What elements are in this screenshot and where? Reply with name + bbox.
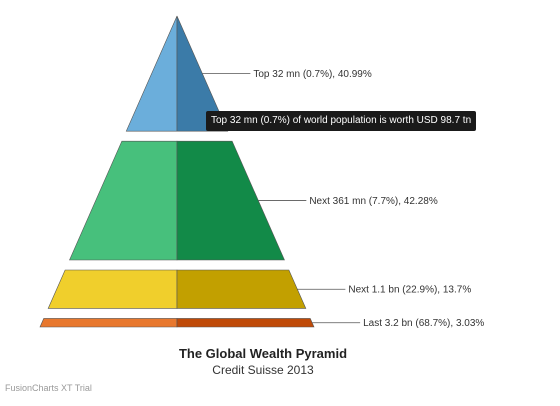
segment-3-left[interactable] bbox=[47, 269, 178, 309]
segment-4-right[interactable] bbox=[176, 318, 315, 328]
segment-4-left[interactable] bbox=[39, 318, 178, 328]
segment-3-right[interactable] bbox=[176, 269, 307, 309]
segment-label-1: Top 32 mn (0.7%), 40.99% bbox=[253, 69, 372, 80]
segment-1-left[interactable] bbox=[125, 15, 178, 132]
segment-labels: Top 32 mn (0.7%), 40.99% Next 361 mn (7.7… bbox=[202, 69, 484, 329]
segment-2-right[interactable] bbox=[176, 140, 285, 261]
segment-2-left[interactable] bbox=[69, 140, 178, 261]
segment-label-2: Next 361 mn (7.7%), 42.28% bbox=[309, 196, 438, 207]
chart-title: The Global Wealth Pyramid bbox=[179, 346, 347, 361]
pyramid-segments bbox=[39, 15, 315, 328]
segment-label-4: Last 3.2 bn (68.7%), 3.03% bbox=[363, 318, 484, 329]
watermark-text: FusionCharts XT Trial bbox=[5, 383, 92, 393]
chart-subtitle: Credit Suisse 2013 bbox=[212, 363, 314, 377]
segment-label-3: Next 1.1 bn (22.9%), 13.7% bbox=[348, 285, 471, 296]
tooltip: Top 32 mn (0.7%) of world population is … bbox=[206, 111, 477, 131]
